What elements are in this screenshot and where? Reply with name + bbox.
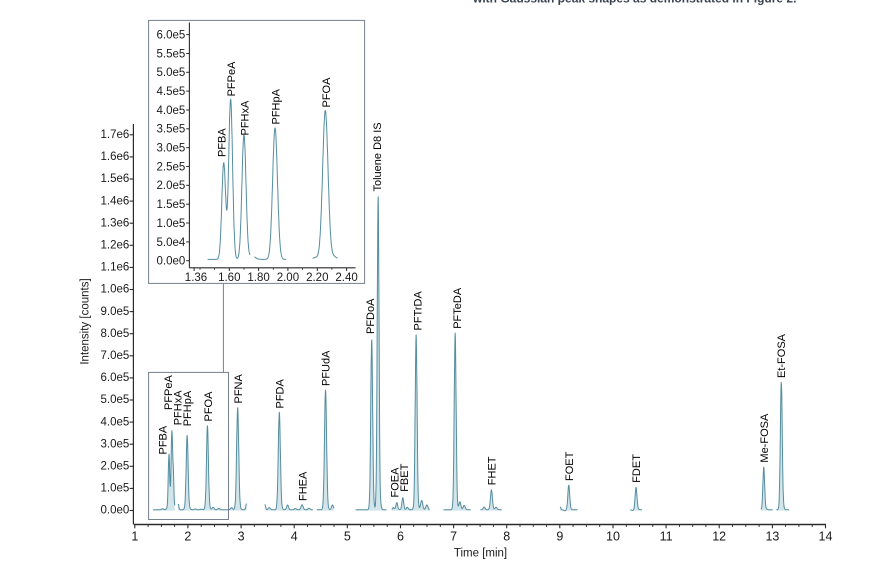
svg-text:7.0e5: 7.0e5 xyxy=(101,350,130,362)
svg-text:8.0e5: 8.0e5 xyxy=(101,328,130,340)
svg-text:Me-FOSA: Me-FOSA xyxy=(759,413,771,463)
svg-text:PFPeA: PFPeA xyxy=(226,61,238,97)
svg-text:with Gaussian peak shapes as d: with Gaussian peak shapes as demonstrate… xyxy=(472,0,796,6)
svg-text:1.80: 1.80 xyxy=(247,272,269,284)
svg-text:FDET: FDET xyxy=(631,454,643,483)
svg-text:1.60: 1.60 xyxy=(218,272,240,284)
svg-text:4: 4 xyxy=(291,530,298,544)
svg-text:5.0e4: 5.0e4 xyxy=(157,237,186,249)
svg-text:4.0e5: 4.0e5 xyxy=(101,416,130,428)
svg-text:1.5e5: 1.5e5 xyxy=(157,199,186,211)
svg-text:3: 3 xyxy=(238,530,245,544)
svg-text:3.5e5: 3.5e5 xyxy=(157,124,186,136)
svg-text:Toluene D8 IS: Toluene D8 IS xyxy=(372,122,384,191)
svg-text:6.0e5: 6.0e5 xyxy=(157,30,186,42)
svg-text:13: 13 xyxy=(765,530,779,544)
svg-text:PFDoA: PFDoA xyxy=(365,298,377,334)
svg-text:2.00: 2.00 xyxy=(277,272,299,284)
svg-text:Et-FOSA: Et-FOSA xyxy=(776,333,788,378)
svg-text:1.4e6: 1.4e6 xyxy=(101,195,130,207)
svg-text:1.3e6: 1.3e6 xyxy=(101,217,130,229)
svg-text:2.5e5: 2.5e5 xyxy=(157,161,186,173)
svg-text:2.40: 2.40 xyxy=(335,272,357,284)
svg-text:FHET: FHET xyxy=(487,456,499,485)
svg-text:9.0e5: 9.0e5 xyxy=(101,306,130,318)
svg-text:PFNA: PFNA xyxy=(233,374,245,404)
svg-text:5.5e5: 5.5e5 xyxy=(157,48,186,60)
svg-text:1.36: 1.36 xyxy=(185,272,207,284)
svg-text:PFPeA: PFPeA xyxy=(163,374,175,410)
svg-text:Intensity [counts]: Intensity [counts] xyxy=(80,278,92,364)
svg-text:1.5e6: 1.5e6 xyxy=(101,173,130,185)
svg-text:1.1e6: 1.1e6 xyxy=(101,262,130,274)
svg-text:FBET: FBET xyxy=(399,463,411,491)
svg-text:5.0e5: 5.0e5 xyxy=(157,67,186,79)
svg-text:1.0e5: 1.0e5 xyxy=(101,483,130,495)
svg-text:PFTrDA: PFTrDA xyxy=(412,291,424,331)
svg-text:4.5e5: 4.5e5 xyxy=(157,86,186,98)
svg-text:1.0e5: 1.0e5 xyxy=(157,218,186,230)
svg-text:PFBA: PFBA xyxy=(158,425,170,454)
svg-text:PFBA: PFBA xyxy=(217,128,229,157)
svg-text:1.0e6: 1.0e6 xyxy=(101,284,130,296)
svg-text:14: 14 xyxy=(819,530,833,544)
svg-text:10: 10 xyxy=(606,530,620,544)
svg-text:2.20: 2.20 xyxy=(306,272,328,284)
svg-text:5.0e5: 5.0e5 xyxy=(101,394,130,406)
svg-text:3.0e5: 3.0e5 xyxy=(101,438,130,450)
svg-text:PFOA: PFOA xyxy=(321,77,333,108)
svg-text:1.2e6: 1.2e6 xyxy=(101,240,130,252)
svg-text:PFHpA: PFHpA xyxy=(270,88,282,124)
svg-text:Time [min]: Time [min] xyxy=(454,548,507,560)
svg-text:PFHxA: PFHxA xyxy=(239,100,251,136)
svg-text:0.0e0: 0.0e0 xyxy=(157,256,186,268)
svg-text:1.6e6: 1.6e6 xyxy=(101,151,130,163)
svg-text:FHEA: FHEA xyxy=(297,471,309,501)
svg-text:FOET: FOET xyxy=(564,451,576,481)
svg-text:PFUdA: PFUdA xyxy=(320,350,332,386)
svg-text:PFDA: PFDA xyxy=(275,379,287,409)
svg-text:5: 5 xyxy=(344,530,351,544)
svg-text:PFTeDA: PFTeDA xyxy=(452,287,464,329)
svg-text:1.7e6: 1.7e6 xyxy=(101,129,130,141)
svg-text:8: 8 xyxy=(503,530,510,544)
svg-text:FOEA: FOEA xyxy=(389,467,401,498)
svg-text:7: 7 xyxy=(450,530,457,544)
svg-text:4.0e5: 4.0e5 xyxy=(157,105,186,117)
svg-text:12: 12 xyxy=(712,530,726,544)
svg-text:2.0e5: 2.0e5 xyxy=(101,461,130,473)
svg-text:2: 2 xyxy=(184,530,191,544)
svg-text:0.0e0: 0.0e0 xyxy=(101,505,130,517)
svg-text:6.0e5: 6.0e5 xyxy=(101,372,130,384)
svg-text:2.0e5: 2.0e5 xyxy=(157,180,186,192)
svg-text:PFHpA: PFHpA xyxy=(182,390,194,426)
svg-text:1: 1 xyxy=(131,530,138,544)
svg-text:3.0e5: 3.0e5 xyxy=(157,143,186,155)
svg-text:11: 11 xyxy=(660,530,673,544)
svg-text:9: 9 xyxy=(556,530,563,544)
svg-text:PFHxA: PFHxA xyxy=(173,390,185,426)
svg-text:6: 6 xyxy=(397,530,404,544)
svg-text:PFOA: PFOA xyxy=(203,391,215,422)
